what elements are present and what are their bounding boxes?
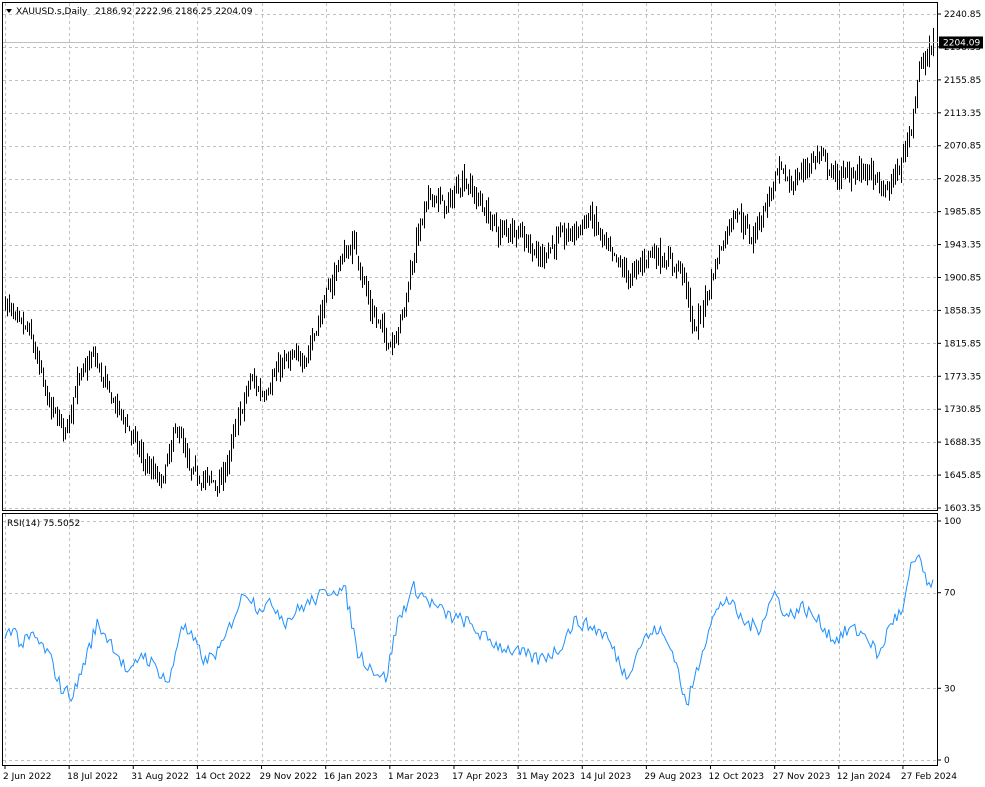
triangle-down-icon[interactable] — [6, 9, 12, 13]
date-tick-label: 29 Aug 2023 — [644, 772, 702, 782]
price-tick-label: 1900.85 — [944, 273, 981, 283]
date-tick-label: 14 Oct 2022 — [195, 772, 251, 782]
date-tick-label: 1 Mar 2023 — [388, 772, 439, 782]
price-tick-label: 1730.85 — [944, 405, 981, 415]
date-tick-label: 2 Jun 2022 — [3, 772, 51, 782]
date-tick-label: 31 May 2023 — [516, 772, 575, 782]
date-tick-label: 29 Nov 2022 — [260, 772, 318, 782]
price-tick-label: 1815.85 — [944, 339, 981, 349]
date-tick-label: 18 Jul 2022 — [67, 772, 118, 782]
price-tick-label: 1773.35 — [944, 372, 981, 382]
date-tick-label: 12 Oct 2023 — [709, 772, 765, 782]
current-price-label: 2204.09 — [943, 38, 980, 48]
price-tick-label: 1603.35 — [944, 504, 981, 514]
price-tick-label: 2113.35 — [944, 109, 981, 119]
current-price-marker: 2204.09 — [3, 36, 983, 49]
rsi-tick-label: 100 — [944, 517, 961, 527]
date-tick-label: 17 Apr 2023 — [452, 772, 508, 782]
rsi-tick-label: 70 — [944, 589, 956, 599]
price-tick-label: 1985.85 — [944, 208, 981, 218]
price-tick-label: 1645.85 — [944, 471, 981, 481]
rsi-tick-label: 0 — [944, 756, 950, 766]
rsi-line-group — [4, 554, 934, 706]
date-tick-label: 16 Jan 2023 — [324, 772, 378, 782]
date-tick-label: 31 Aug 2022 — [131, 772, 189, 782]
rsi-header-label: RSI(14) 75.5052 — [7, 519, 80, 529]
chart-header: XAUUSD.s,Daily 2186.92 2222.96 2186.25 2… — [6, 7, 253, 17]
date-tick-label: 27 Feb 2024 — [901, 772, 957, 782]
price-tick-label: 2240.85 — [944, 10, 981, 20]
rsi-panel[interactable] — [2, 513, 938, 766]
rsi-line — [4, 554, 934, 706]
rsi-tick-label: 30 — [944, 684, 956, 694]
price-tick-label: 1943.35 — [944, 241, 981, 251]
date-tick-label: 27 Nov 2023 — [773, 772, 831, 782]
symbol-label: XAUUSD.s,Daily — [16, 7, 88, 17]
ohlc-label: 2186.92 2222.96 2186.25 2204.09 — [95, 7, 253, 17]
date-tick-label: 12 Jan 2024 — [837, 772, 891, 782]
price-tick-label: 2028.35 — [944, 175, 981, 185]
price-tick-label: 2155.85 — [944, 76, 981, 86]
grid-lines — [3, 3, 937, 765]
price-panel[interactable] — [2, 2, 938, 511]
price-tick-label: 1688.35 — [944, 438, 981, 448]
price-bars — [5, 27, 934, 497]
date-tick-label: 14 Jul 2023 — [580, 772, 631, 782]
price-tick-label: 2070.85 — [944, 142, 981, 152]
price-tick-label: 1858.35 — [944, 306, 981, 316]
